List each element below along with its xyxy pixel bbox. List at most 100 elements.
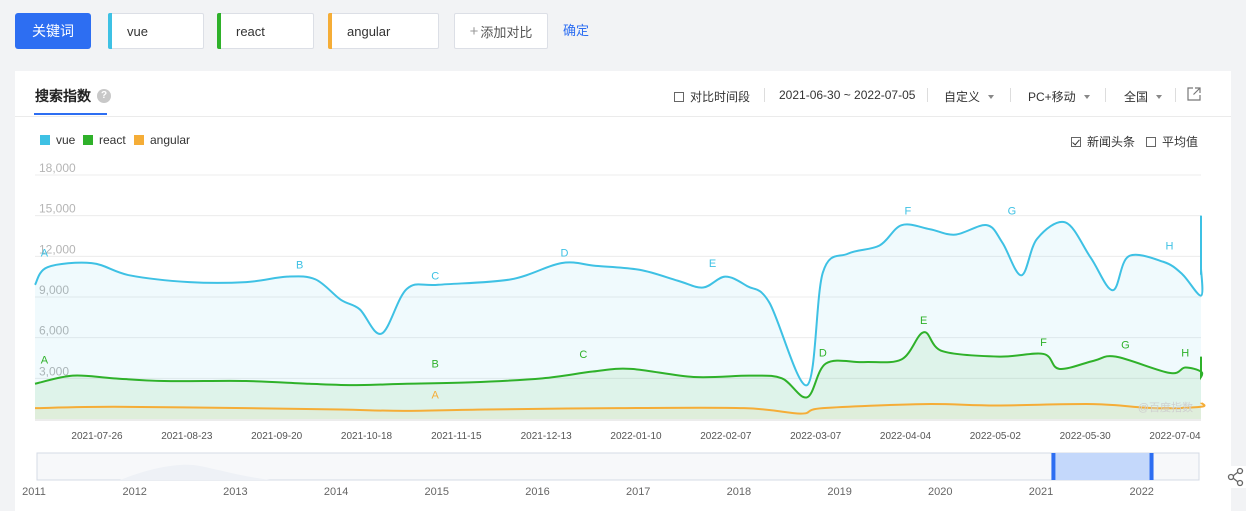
x-tick-label: 2022-02-07 [700,431,752,442]
add-compare-button[interactable]: + 添加对比 [454,13,548,49]
tab-search-index-label: 搜索指数 [35,88,91,104]
annotation-marker-angular: A [432,390,440,402]
keyword-bar: 关键词 vue react angular + 添加对比 确定 [0,0,1246,60]
y-tick-label: 12,000 [39,242,76,256]
confirm-link[interactable]: 确定 [563,23,590,38]
x-tick-label: 2022-01-10 [610,431,662,442]
annotation-marker-react: D [819,348,827,360]
timeline-year-label: 2015 [425,486,449,498]
export-icon[interactable] [1187,87,1201,101]
timeline-year-label: 2017 [626,486,650,498]
annotation-marker-react: H [1181,348,1189,360]
y-tick-label: 3,000 [39,364,69,378]
x-tick-label: 2021-10-18 [341,431,393,442]
compare-period-checkbox[interactable]: 对比时间段 [674,88,750,105]
search-index-card: 搜索指数 ? 对比时间段 2021-06-30 ~ 2022-07-05 自定义… [15,71,1231,511]
y-tick-label: 6,000 [39,324,69,338]
legend-label: vue [56,133,76,147]
annotation-marker-react: C [579,349,587,361]
x-tick-label: 2021-12-13 [521,431,573,442]
tab-search-index[interactable]: 搜索指数 ? [35,86,111,106]
legend-item-vue[interactable]: vue [40,133,75,147]
annotation-marker-vue: H [1166,241,1174,253]
plus-icon: + [469,22,479,40]
x-tick-label: 2022-07-04 [1149,431,1201,442]
legend-swatch [83,135,93,145]
custom-range-dropdown[interactable]: 自定义 [944,88,995,105]
timeline-year-label: 2013 [223,486,247,498]
annotation-marker-react: B [432,358,439,370]
x-tick-label: 2022-05-02 [970,431,1022,442]
custom-range-label: 自定义 [944,90,981,104]
timeline-year-label: 2014 [324,486,348,498]
timeline-year-label: 2020 [928,486,952,498]
keyword-mode-button[interactable]: 关键词 [15,13,91,49]
annotation-marker-vue: C [431,270,439,282]
average-label: 平均值 [1162,135,1199,149]
y-tick-label: 15,000 [39,202,76,216]
caret-down-icon [988,94,995,99]
x-tick-label: 2021-08-23 [161,431,213,442]
divider [1175,88,1176,102]
date-range-display[interactable]: 2021-06-30 ~ 2022-07-05 [779,88,915,102]
series-line-vue [34,215,1204,387]
y-tick-label: 18,000 [39,161,76,175]
legend-item-angular[interactable]: angular [134,133,190,147]
series-line-react [34,331,1204,399]
x-tick-label: 2022-03-07 [790,431,842,442]
annotation-marker-react: E [920,315,927,327]
average-box[interactable] [1146,136,1156,147]
caret-down-icon [1156,94,1163,99]
annotation-marker-vue: D [560,247,568,259]
date-range-label: 2021-06-30 ~ 2022-07-05 [779,88,916,102]
help-icon[interactable]: ? [97,89,111,103]
timeline-year-label: 2018 [727,486,751,498]
average-checkbox[interactable]: 平均值 [1146,133,1198,150]
caret-down-icon [1083,94,1090,99]
annotation-marker-react: F [1040,337,1047,349]
timeline-year-label: 2012 [122,486,146,498]
timeline-handle-left [1051,453,1056,480]
legend-swatch [134,135,144,145]
timeline-year-label: 2022 [1129,486,1153,498]
x-tick-label: 2022-04-04 [880,431,932,442]
keyword-input-angular[interactable]: angular [328,13,439,49]
divider [764,88,765,102]
series-area-react [35,332,1203,419]
series-area-vue [35,215,1203,419]
timeline-mini-curve [120,464,270,480]
x-tick-label: 2021-09-20 [251,431,303,442]
device-label: PC+移动 [1028,90,1076,104]
series-line-angular [34,401,1206,415]
x-tick-label: 2021-11-15 [431,431,482,442]
annotation-marker-vue: F [905,205,912,217]
region-label: 全国 [1124,90,1149,104]
divider [1010,88,1011,102]
add-compare-label: 添加对比 [480,24,533,40]
timeline-year-label: 2016 [525,486,549,498]
keyword-input-react[interactable]: react [217,13,314,49]
legend-swatch [40,135,50,145]
region-dropdown[interactable]: 全国 [1124,88,1163,105]
x-tick-label: 2021-07-26 [71,431,123,442]
legend-label: angular [150,133,191,147]
legend-item-react[interactable]: react [83,133,126,147]
news-headline-label: 新闻头条 [1087,135,1136,149]
timeline-handle-right [1149,453,1154,480]
annotation-marker-react: G [1121,340,1130,352]
news-headline-box[interactable] [1071,136,1081,147]
news-headline-checkbox[interactable]: 新闻头条 [1071,133,1135,150]
compare-period-box[interactable] [674,91,684,102]
share-icon[interactable] [1226,466,1246,488]
watermark-text: @百度指数 [1138,400,1193,414]
tab-active-underline [34,113,107,115]
compare-period-label: 对比时间段 [690,90,751,104]
annotation-marker-vue: A [41,247,49,259]
annotation-marker-vue: B [296,260,303,272]
annotation-marker-vue: E [709,258,716,270]
legend-label: react [99,133,126,147]
keyword-input-vue[interactable]: vue [108,13,204,49]
series-area-angular [35,402,1205,419]
device-dropdown[interactable]: PC+移动 [1028,88,1090,105]
x-tick-label: 2022-05-30 [1060,431,1112,442]
